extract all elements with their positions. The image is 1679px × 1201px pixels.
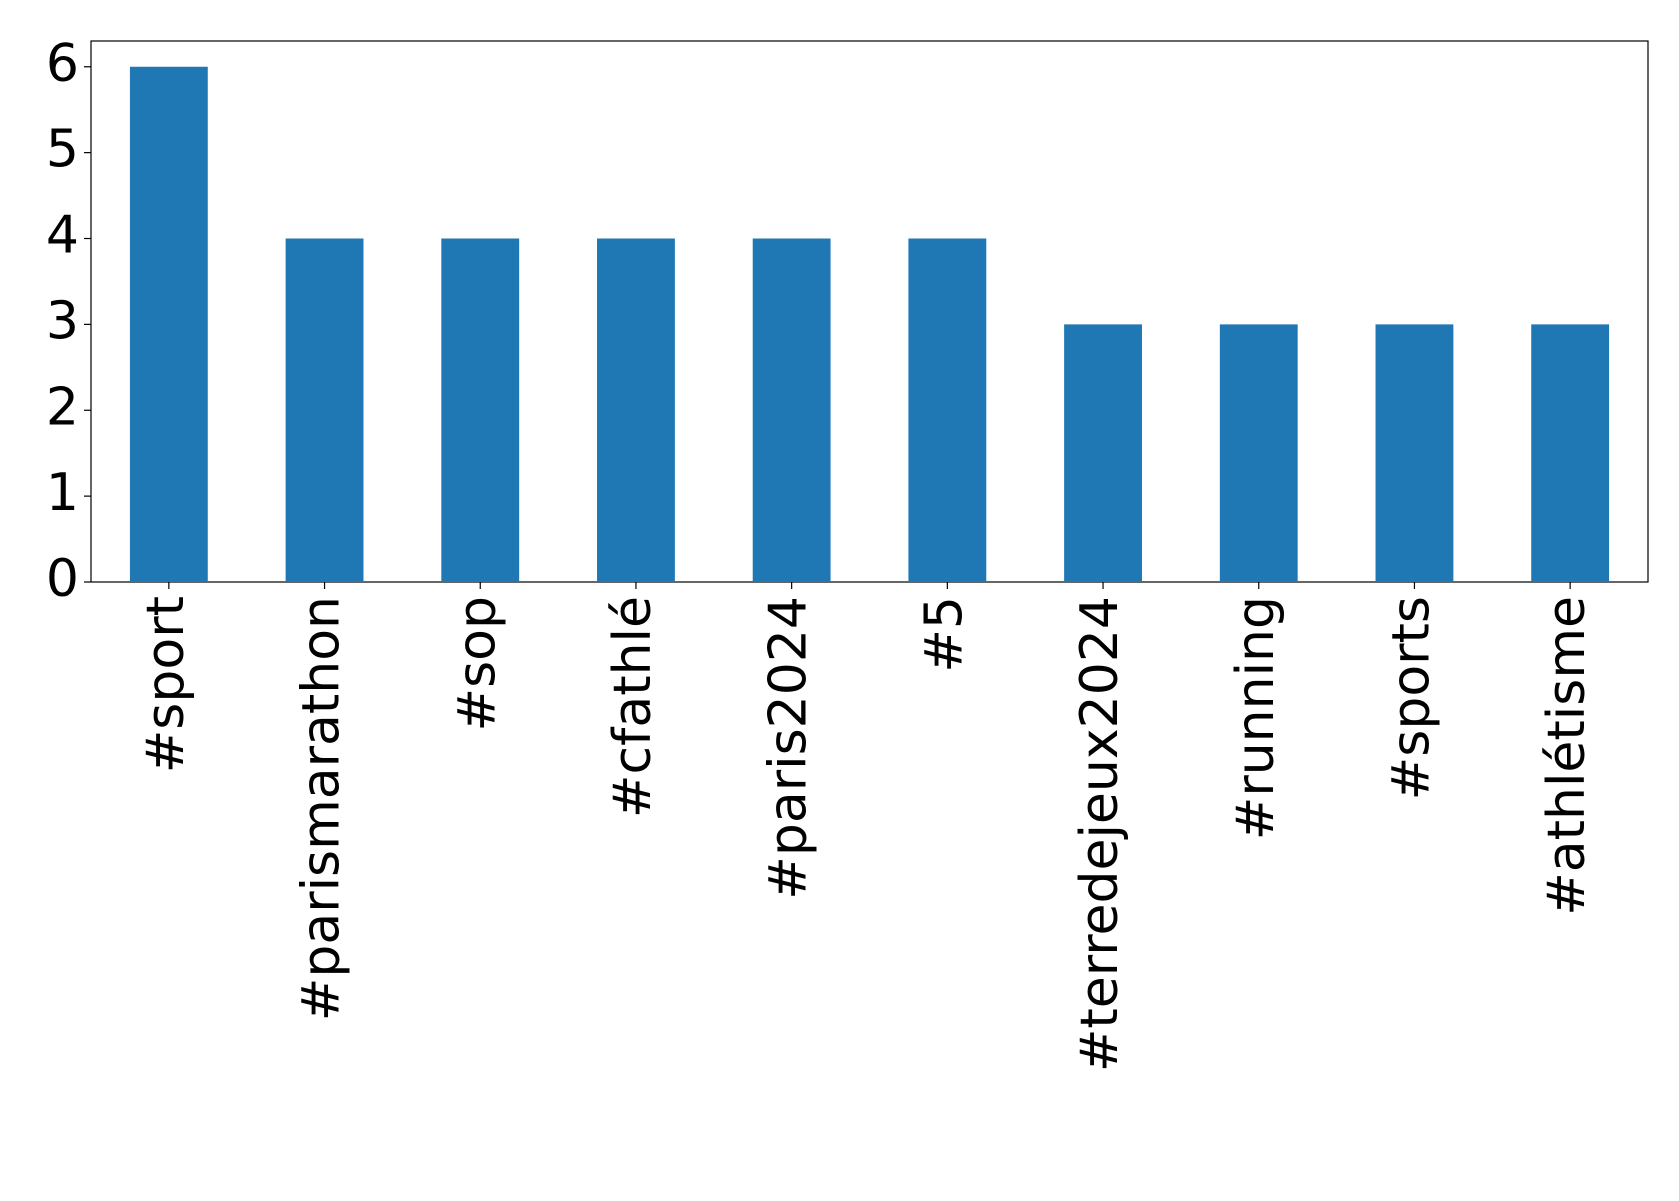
x-tick-label: #athlétisme bbox=[1537, 596, 1597, 916]
bar bbox=[752, 238, 831, 582]
y-tick-label: 1 bbox=[46, 463, 79, 523]
x-tick-label: #cfathlé bbox=[603, 596, 663, 818]
bar bbox=[1531, 324, 1610, 582]
x-tick-label: #running bbox=[1226, 596, 1286, 840]
x-tick-label: #parismarathon bbox=[292, 596, 352, 1021]
x-tick-label: #terredejeux2024 bbox=[1070, 596, 1130, 1072]
y-tick-label: 0 bbox=[46, 549, 79, 609]
y-tick-label: 5 bbox=[46, 120, 79, 180]
bar bbox=[1375, 324, 1454, 582]
x-tick-label: #5 bbox=[914, 596, 974, 673]
bar bbox=[285, 238, 364, 582]
bar bbox=[1064, 324, 1142, 582]
x-tick-label: #sport bbox=[136, 596, 196, 773]
x-tick-label: #sports bbox=[1381, 596, 1441, 800]
x-tick-label: #paris2024 bbox=[759, 596, 819, 900]
y-tick-label: 3 bbox=[46, 291, 79, 351]
bar bbox=[597, 238, 675, 582]
bar bbox=[1219, 324, 1298, 582]
y-tick-label: 4 bbox=[46, 206, 79, 266]
plot-frame bbox=[90, 40, 1649, 583]
y-tick-label: 6 bbox=[46, 34, 79, 94]
bar bbox=[908, 238, 987, 582]
bar bbox=[441, 238, 520, 582]
x-tick-label: #sop bbox=[447, 596, 507, 731]
bar bbox=[129, 66, 208, 582]
y-tick-label: 2 bbox=[46, 377, 79, 437]
